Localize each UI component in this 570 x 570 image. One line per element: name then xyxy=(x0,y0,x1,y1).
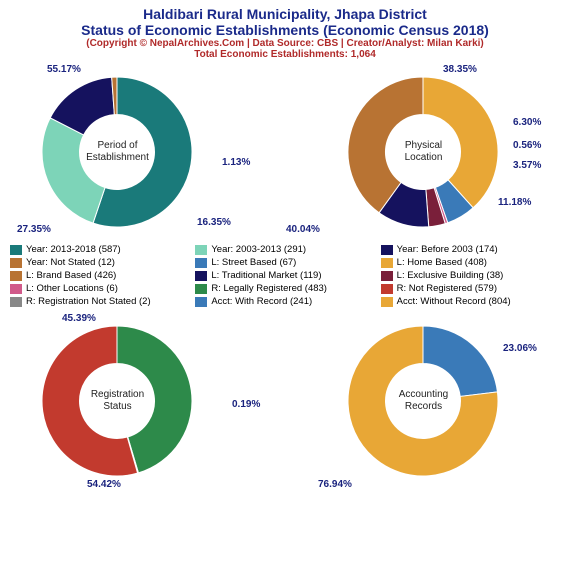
pct-label-brand: 40.04% xyxy=(286,224,320,235)
total-line: Total Economic Establishments: 1,064 xyxy=(4,49,566,60)
legend-item: L: Traditional Market (119) xyxy=(195,270,374,281)
pct-label-home: 38.35% xyxy=(443,64,477,75)
chart-location: PhysicalLocation 38.35% 6.30% 0.56% 3.57% 11.… xyxy=(288,62,563,242)
legend-text: Acct: Without Record (804) xyxy=(397,296,511,307)
legend-item: Year: 2013-2018 (587) xyxy=(10,244,189,255)
pct-label-with: 23.06% xyxy=(503,343,537,354)
legend-swatch xyxy=(10,284,22,294)
chart-registration: RegistrationStatus 45.39% 0.19% 54.42% xyxy=(7,311,282,491)
legend-item: L: Brand Based (426) xyxy=(10,270,189,281)
title-line-1: Haldibari Rural Municipality, Jhapa Dist… xyxy=(4,6,566,22)
legend-text: R: Not Registered (579) xyxy=(397,283,497,294)
header: Haldibari Rural Municipality, Jhapa Dist… xyxy=(0,0,570,62)
legend-item: L: Street Based (67) xyxy=(195,257,374,268)
legend-text: Year: 2003-2013 (291) xyxy=(211,244,306,255)
legend-text: Acct: With Record (241) xyxy=(211,296,312,307)
legend-text: L: Street Based (67) xyxy=(211,257,296,268)
legend-text: Year: 2013-2018 (587) xyxy=(26,244,121,255)
legend-item: Year: 2003-2013 (291) xyxy=(195,244,374,255)
legend-swatch xyxy=(10,245,22,255)
pct-label-not_reg: 54.42% xyxy=(87,479,121,490)
legend-item: Acct: Without Record (804) xyxy=(381,296,560,307)
legend-swatch xyxy=(381,284,393,294)
legend-swatch xyxy=(195,258,207,268)
pct-label-before2003: 16.35% xyxy=(197,217,231,228)
legend: Year: 2013-2018 (587) Year: 2003-2013 (29… xyxy=(0,242,570,311)
legend-swatch xyxy=(195,284,207,294)
charts-row-bottom: RegistrationStatus 45.39% 0.19% 54.42% Acco… xyxy=(0,311,570,491)
legend-item: R: Registration Not Stated (2) xyxy=(10,296,189,307)
pct-label-y2013_2018: 55.17% xyxy=(47,64,81,75)
legend-item: L: Exclusive Building (38) xyxy=(381,270,560,281)
legend-item: L: Home Based (408) xyxy=(381,257,560,268)
chart-accounting: AccountingRecords 23.06% 76.94% xyxy=(288,311,563,491)
legend-swatch xyxy=(10,271,22,281)
legend-item: Year: Before 2003 (174) xyxy=(381,244,560,255)
donut-center-label: Period ofEstablishment xyxy=(80,114,155,189)
legend-swatch xyxy=(381,245,393,255)
legend-swatch xyxy=(10,258,22,268)
donut-center-label: PhysicalLocation xyxy=(386,114,461,189)
legend-swatch xyxy=(195,271,207,281)
legend-swatch xyxy=(381,258,393,268)
legend-text: L: Exclusive Building (38) xyxy=(397,270,504,281)
legend-swatch xyxy=(10,297,22,307)
pct-label-street: 6.30% xyxy=(513,117,541,128)
legend-text: L: Traditional Market (119) xyxy=(211,270,321,281)
pct-label-y2003_2013: 27.35% xyxy=(17,224,51,235)
legend-text: L: Home Based (408) xyxy=(397,257,487,268)
pct-label-not_stated2: 0.19% xyxy=(232,399,260,410)
pct-label-not_stated: 1.13% xyxy=(222,157,250,168)
legend-item: Acct: With Record (241) xyxy=(195,296,374,307)
legend-swatch xyxy=(381,297,393,307)
copyright-line: (Copyright © NepalArchives.Com | Data So… xyxy=(4,38,566,49)
legend-item: R: Legally Registered (483) xyxy=(195,283,374,294)
donut-center-label: AccountingRecords xyxy=(386,363,461,438)
pct-label-legal: 45.39% xyxy=(62,313,96,324)
legend-text: L: Other Locations (6) xyxy=(26,283,118,294)
legend-text: Year: Not Stated (12) xyxy=(26,257,115,268)
chart-period: Period ofEstablishment 55.17% 27.35% 16.35%… xyxy=(7,62,282,242)
pct-label-without: 76.94% xyxy=(318,479,352,490)
legend-text: Year: Before 2003 (174) xyxy=(397,244,498,255)
legend-text: L: Brand Based (426) xyxy=(26,270,116,281)
legend-text: R: Legally Registered (483) xyxy=(211,283,327,294)
donut-center-label: RegistrationStatus xyxy=(80,363,155,438)
legend-item: R: Not Registered (579) xyxy=(381,283,560,294)
pct-label-exclusive: 3.57% xyxy=(513,160,541,171)
pct-label-traditional: 11.18% xyxy=(498,197,531,208)
legend-text: R: Registration Not Stated (2) xyxy=(26,296,151,307)
legend-item: L: Other Locations (6) xyxy=(10,283,189,294)
pct-label-other: 0.56% xyxy=(513,140,541,151)
legend-swatch xyxy=(381,271,393,281)
title-line-2: Status of Economic Establishments (Econo… xyxy=(4,22,566,38)
legend-swatch xyxy=(195,297,207,307)
legend-swatch xyxy=(195,245,207,255)
legend-item: Year: Not Stated (12) xyxy=(10,257,189,268)
charts-row-top: Period ofEstablishment 55.17% 27.35% 16.35%… xyxy=(0,62,570,242)
